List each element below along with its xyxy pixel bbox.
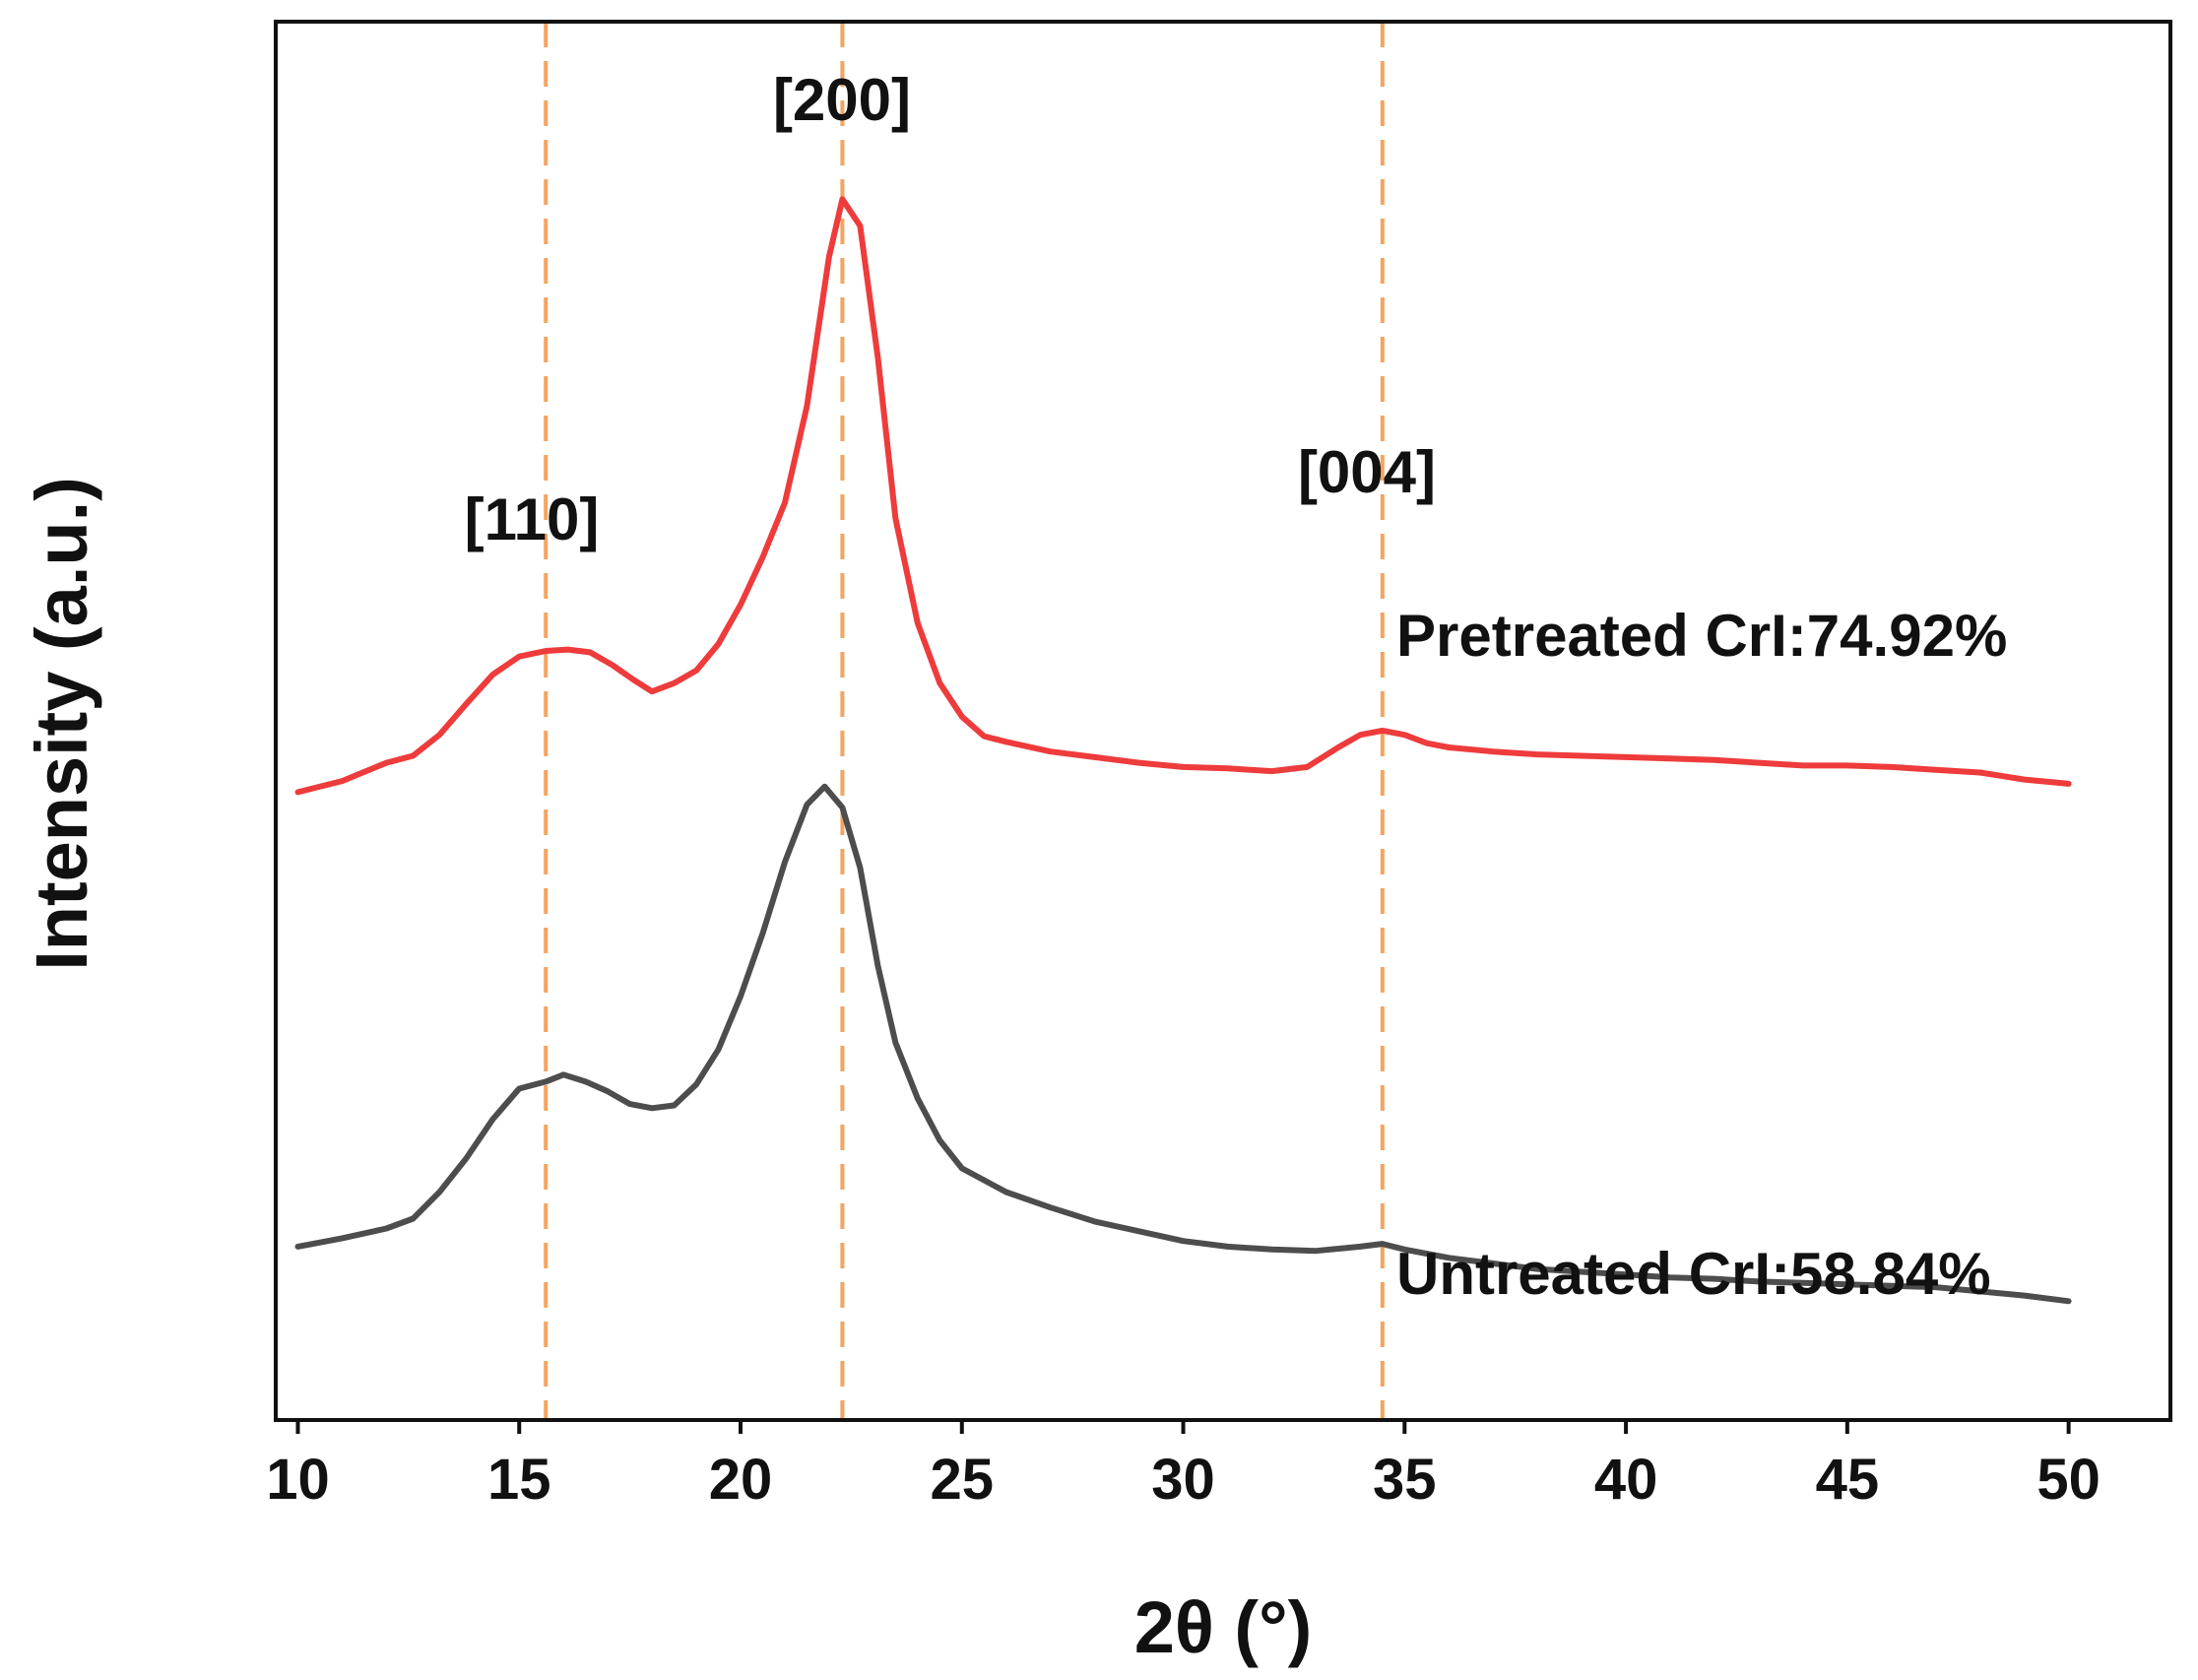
y-axis-label: Intensity (a.u.) [21,477,102,971]
x-axis-tick-labels: 10 15 20 25 30 35 40 45 50 [266,1448,2101,1512]
series-lines [294,196,2072,1305]
peak-label-004: [004] [1298,439,1436,505]
x-tick-label-35: 35 [1373,1448,1437,1512]
x-tick-label-40: 40 [1594,1448,1658,1512]
x-tick-label-30: 30 [1151,1448,1215,1512]
peak-label-200: [200] [773,67,911,133]
peak-label-110: [110] [465,486,600,552]
series-line-untreated [294,783,2072,1305]
x-tick-label-20: 20 [709,1448,773,1512]
series-label-untreated: Untreated CrI:58.84% [1396,1241,1991,1307]
x-tick-label-10: 10 [266,1448,330,1512]
plot-frame [274,20,2172,1422]
series-line-pretreated [294,196,2072,796]
series-labels: Pretreated CrI:74.92% Untreated CrI:58.8… [1396,603,2007,1307]
peak-labels: [110] [200] [004] [465,67,1436,552]
x-axis-ticks [295,1420,2071,1434]
x-tick-label-50: 50 [2036,1448,2101,1512]
x-tick-label-45: 45 [1816,1448,1880,1512]
x-axis-label: 2θ (°) [1134,1586,1313,1668]
x-tick-label-25: 25 [931,1448,995,1512]
series-label-pretreated: Pretreated CrI:74.92% [1396,603,2007,669]
reference-lines [544,22,1385,1420]
x-tick-label-15: 15 [487,1448,551,1512]
